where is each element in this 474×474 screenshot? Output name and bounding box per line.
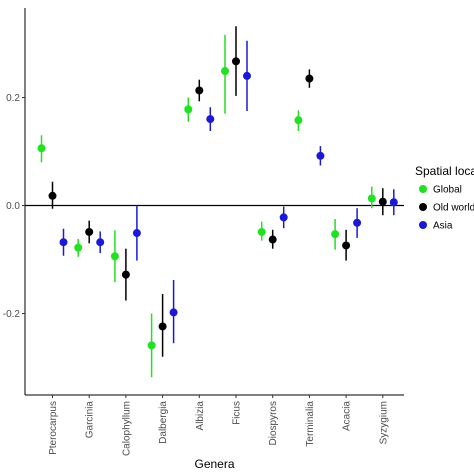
data-point: [48, 191, 57, 200]
data-point: [316, 151, 325, 160]
data-point: [37, 144, 46, 153]
data-point: [59, 238, 68, 247]
data-point: [389, 198, 398, 207]
legend: Spatial loca Global Old world Asia: [415, 164, 474, 232]
x-axis: Pterocarpus Garcinia Calophyllum Dalbergia A…: [25, 394, 404, 456]
data-point: [132, 229, 141, 238]
plot-marks: [37, 26, 398, 378]
data-point: [110, 252, 119, 261]
data-point: [74, 243, 83, 252]
x-axis-title: Genera: [194, 457, 234, 471]
legend-key: [419, 185, 427, 193]
legend-label: Asia: [433, 221, 453, 232]
series-global: [37, 34, 376, 378]
data-point: [85, 227, 94, 236]
x-tick-label: Diospyros: [268, 401, 279, 445]
legend-key: [419, 203, 427, 211]
x-tick-label: Syzygium: [378, 401, 389, 444]
data-point: [378, 197, 387, 206]
x-tick-label: Calophyllum: [121, 401, 132, 456]
data-point: [305, 74, 314, 83]
x-tick-label: Ficus: [232, 401, 243, 425]
data-point: [184, 105, 193, 114]
data-point: [121, 270, 130, 279]
legend-title: Spatial loca: [415, 164, 474, 178]
data-point: [147, 341, 156, 350]
data-point: [195, 86, 204, 95]
series-old-world: [48, 26, 387, 357]
data-point: [169, 308, 178, 317]
data-point: [294, 116, 303, 125]
data-point: [353, 218, 362, 227]
data-point: [221, 67, 229, 76]
y-axis: -0.2 0.0 0.2: [3, 8, 26, 395]
data-point: [331, 230, 340, 239]
y-tick-label: -0.2: [3, 309, 21, 320]
data-point: [206, 115, 215, 124]
y-tick-label: 0.0: [6, 201, 20, 212]
data-point: [232, 57, 240, 66]
x-tick-label: Acacia: [342, 401, 353, 431]
x-tick-label: Garcinia: [85, 401, 96, 439]
data-point: [257, 227, 266, 236]
legend-key: [419, 221, 427, 229]
x-tick-label: Dalbergia: [158, 401, 169, 444]
x-tick-label: Albizia: [195, 401, 206, 431]
data-point: [243, 71, 251, 80]
legend-label: Old world: [433, 203, 474, 214]
y-tick-label: 0.2: [6, 93, 20, 104]
data-point: [96, 238, 105, 247]
data-point: [158, 322, 167, 331]
data-point: [367, 194, 376, 203]
series-asia: [59, 40, 398, 344]
data-point: [279, 213, 288, 222]
data-point: [268, 235, 277, 244]
x-tick-label: Terminalia: [305, 401, 316, 447]
x-tick-label: Pterocarpus: [48, 401, 59, 455]
data-point: [342, 241, 351, 250]
legend-label: Global: [433, 185, 462, 196]
